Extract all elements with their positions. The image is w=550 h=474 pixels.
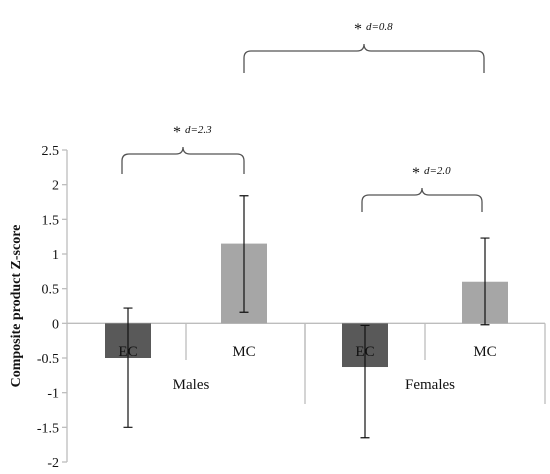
significance-bracket	[121, 146, 245, 174]
effect-size-label: d=2.3	[185, 124, 212, 136]
significance-star: *	[173, 124, 181, 141]
y-tick-label: 0.5	[42, 283, 60, 298]
effect-size-label: d=2.0	[424, 165, 451, 177]
error-bar	[239, 195, 249, 313]
significance-bracket	[243, 43, 485, 73]
y-tick-label: 1	[52, 248, 59, 263]
bars-group	[105, 243, 508, 368]
significance-bracket	[361, 187, 483, 212]
y-tick-label: 2.5	[42, 144, 60, 159]
error-bar	[480, 237, 490, 326]
significance-star: *	[412, 165, 420, 182]
y-tick-label: -2	[47, 456, 59, 471]
y-tick-label: 0	[52, 317, 59, 332]
error-bars-group	[123, 195, 490, 439]
category-label-ec: EC	[355, 344, 374, 360]
group-labels-group: Males Females	[173, 377, 455, 393]
significance-star: *	[354, 21, 362, 38]
error-bar	[123, 307, 133, 428]
y-tick-label: -1.5	[37, 421, 59, 436]
significance-group: * d=2.3 * d=2.0 * d=0.8	[121, 21, 485, 212]
y-axis-title: Composite product Z-score	[9, 225, 24, 388]
group-label-males: Males	[173, 377, 210, 393]
error-bar	[360, 324, 370, 439]
y-tick-label: 1.5	[42, 213, 60, 228]
y-tick-label: -0.5	[37, 352, 59, 367]
group-label-females: Females	[405, 377, 455, 393]
y-tick-label: -1	[47, 387, 59, 402]
y-tick-label: 2	[52, 179, 59, 194]
category-label-ec: EC	[118, 344, 137, 360]
effect-size-label: d=0.8	[366, 21, 393, 33]
category-label-mc: MC	[473, 344, 496, 360]
category-label-mc: MC	[232, 344, 255, 360]
category-labels-group: EC MC EC MC	[118, 344, 496, 360]
